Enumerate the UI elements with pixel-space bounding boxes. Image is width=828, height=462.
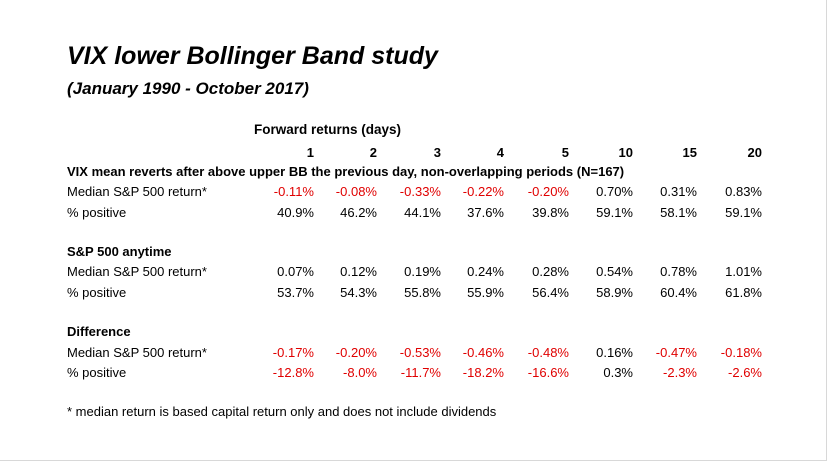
value-cell: 58.1% — [660, 205, 697, 220]
value-cell: 0.12% — [340, 264, 377, 279]
forward-returns-header: Forward returns (days) — [254, 122, 402, 137]
row-label: % positive — [67, 285, 127, 300]
value-cell: 0.70% — [596, 184, 633, 199]
value-cell: -12.8% — [272, 365, 314, 380]
value-cell: -16.6% — [527, 365, 569, 380]
value-cell: 0.16% — [596, 345, 633, 360]
value-cell: -0.33% — [399, 184, 441, 199]
value-cell: 53.7% — [277, 285, 314, 300]
value-cell: 58.9% — [596, 285, 633, 300]
section-title-sp500-anytime: S&P 500 anytime — [67, 244, 172, 259]
column-header: 5 — [561, 145, 569, 160]
study-date-range: (January 1990 - October 2017) — [67, 79, 309, 98]
table-row: Median S&P 500 return* 0.07% 0.12% 0.19% 0.… — [0, 264, 828, 282]
column-header: 1 — [306, 145, 314, 160]
value-cell: 59.1% — [725, 205, 762, 220]
value-cell: 0.28% — [532, 264, 569, 279]
value-cell: 40.9% — [277, 205, 314, 220]
section-title-difference: Difference — [67, 324, 131, 339]
value-cell: 0.07% — [277, 264, 314, 279]
value-cell: 56.4% — [532, 285, 569, 300]
value-cell: 1.01% — [725, 264, 762, 279]
table-row: % positive 40.9% 46.2% 44.1% 37.6% 39.8% 59.1… — [0, 205, 828, 223]
column-header: 10 — [618, 145, 633, 160]
value-cell: -0.08% — [335, 184, 377, 199]
value-cell: -0.53% — [399, 345, 441, 360]
value-cell: 46.2% — [340, 205, 377, 220]
value-cell: 0.78% — [660, 264, 697, 279]
column-header-row: 1 2 3 4 5 10 15 20 — [0, 145, 828, 163]
row-label: Median S&P 500 return* — [67, 264, 207, 279]
value-cell: 55.8% — [404, 285, 441, 300]
value-cell: -0.18% — [720, 345, 762, 360]
value-cell: -18.2% — [462, 365, 504, 380]
value-cell: -2.6% — [728, 365, 762, 380]
column-header: 4 — [496, 145, 504, 160]
table-row: Median S&P 500 return* -0.17% -0.20% -0.53… — [0, 345, 828, 363]
column-header: 20 — [747, 145, 762, 160]
value-cell: 55.9% — [467, 285, 504, 300]
value-cell: -0.17% — [272, 345, 314, 360]
column-header: 2 — [369, 145, 377, 160]
value-cell: -8.0% — [343, 365, 377, 380]
row-label: Median S&P 500 return* — [67, 345, 207, 360]
value-cell: -11.7% — [400, 365, 441, 380]
value-cell: -0.47% — [655, 345, 697, 360]
value-cell: 0.3% — [603, 365, 633, 380]
value-cell: -0.48% — [527, 345, 569, 360]
row-label: % positive — [67, 205, 127, 220]
table-row: % positive 53.7% 54.3% 55.8% 55.9% 56.4% 58.9… — [0, 285, 828, 303]
value-cell: -2.3% — [663, 365, 697, 380]
value-cell: 0.54% — [596, 264, 633, 279]
value-cell: 44.1% — [404, 205, 441, 220]
footnote: * median return is based capital return … — [67, 404, 497, 419]
value-cell: 37.6% — [467, 205, 504, 220]
value-cell: -0.20% — [527, 184, 569, 199]
value-cell: -0.11% — [273, 184, 314, 199]
value-cell: 59.1% — [596, 205, 633, 220]
column-header: 3 — [433, 145, 441, 160]
row-label: % positive — [67, 365, 127, 380]
table-row: Median S&P 500 return* -0.11% -0.08% -0.33… — [0, 184, 828, 202]
study-title: VIX lower Bollinger Band study — [67, 42, 438, 70]
column-header: 15 — [682, 145, 697, 160]
value-cell: 0.24% — [467, 264, 504, 279]
section-title-vix-mean-revert: VIX mean reverts after above upper BB th… — [67, 164, 625, 179]
value-cell: 60.4% — [660, 285, 697, 300]
table-row: % positive -12.8% -8.0% -11.7% -18.2% -16.6%… — [0, 365, 828, 383]
value-cell: 39.8% — [532, 205, 569, 220]
value-cell: 54.3% — [340, 285, 377, 300]
row-label: Median S&P 500 return* — [67, 184, 207, 199]
value-cell: 0.31% — [660, 184, 697, 199]
value-cell: -0.20% — [335, 345, 377, 360]
value-cell: 0.83% — [725, 184, 762, 199]
value-cell: 0.19% — [404, 264, 441, 279]
value-cell: -0.22% — [462, 184, 504, 199]
value-cell: -0.46% — [462, 345, 504, 360]
value-cell: 61.8% — [725, 285, 762, 300]
